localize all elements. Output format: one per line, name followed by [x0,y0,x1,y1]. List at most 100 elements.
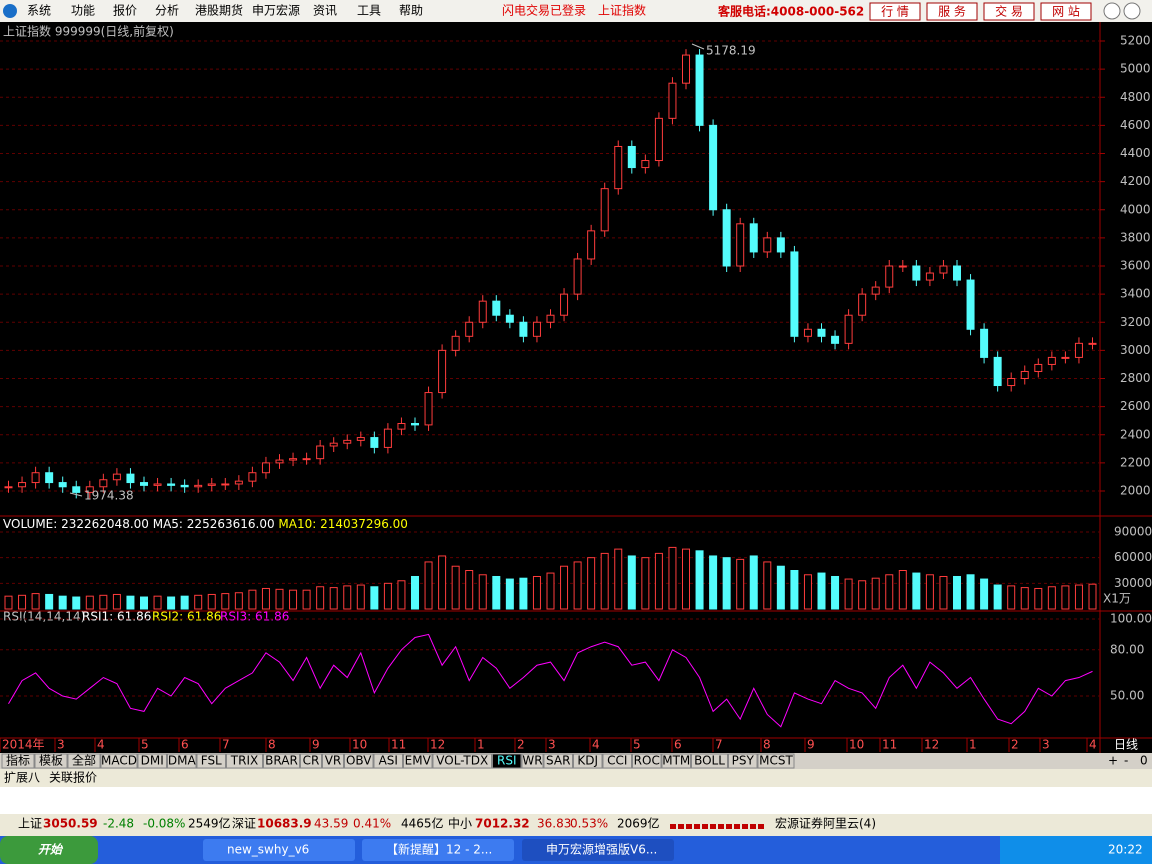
volume-bar [912,572,921,610]
tab[interactable] [67,753,101,769]
volume-bar [682,548,690,610]
volume-bar [316,586,325,610]
price-tick-label: 5200 [1120,34,1151,48]
tab-control: 0 [1140,754,1148,768]
volume-bar [1020,587,1029,610]
sub-tab: 扩展八 [4,771,40,785]
tab-label: TRIX [230,754,258,768]
price-tick-label: 2600 [1120,399,1151,413]
tab[interactable] [728,753,758,769]
menu-item: 申万宏源 [252,3,300,18]
tab[interactable] [432,753,492,769]
candle [844,314,853,344]
volume-bar [763,561,772,610]
level-indicator [750,824,756,829]
top-button[interactable] [869,2,921,21]
status-item: 10683.9 [257,817,312,831]
volume-tick-label: 60000 [1114,550,1152,564]
tab[interactable] [521,753,544,769]
volume-bar [478,574,487,610]
tab[interactable] [403,753,433,769]
tab[interactable] [196,753,226,769]
volume-bar [1034,587,1043,610]
tab-label: VOL-TDX [436,754,488,768]
status-item: 2549亿 [188,816,231,831]
header-part: MA5: [149,517,183,531]
rsi3: RSI3: 61.86 [220,610,289,624]
candle [925,272,934,281]
candle [194,484,203,488]
tab[interactable] [661,753,691,769]
top-button[interactable] [926,2,978,21]
candle [560,293,569,316]
task-window[interactable] [203,839,355,861]
volume-bar [1007,585,1016,610]
volume-bar [343,585,352,610]
top-button[interactable] [1040,2,1092,21]
tab[interactable] [34,753,68,769]
x-tick-label: 4 [1089,738,1097,752]
menu-item: 资讯 [313,4,337,18]
tab[interactable] [263,753,300,769]
task-window[interactable] [362,839,514,861]
candle [709,124,718,211]
top-button[interactable] [983,2,1035,21]
start-label: 开始 [38,843,64,857]
menu-item: 工具 [357,4,381,18]
volume-bar [709,555,718,610]
level-indicator [758,824,764,829]
tab[interactable] [137,753,167,769]
volume-bar [153,595,162,610]
candle [682,54,690,84]
volume-bar [126,595,135,610]
tab[interactable] [373,753,403,769]
candle [519,321,528,337]
clock: 20:22 [1108,843,1143,857]
level-indicator [702,824,708,829]
volume-bar [722,557,731,610]
tab[interactable] [492,753,522,769]
candle [1061,356,1070,359]
volume-bar [370,586,379,610]
rsi-tick-label: 50.00 [1110,689,1144,703]
tab-label: 模板 [39,754,63,768]
candle [573,258,582,295]
tab[interactable] [167,753,197,769]
candle [424,392,433,426]
start-button[interactable] [0,836,98,864]
tab[interactable] [100,753,138,769]
candle [722,209,731,267]
volume-bar [776,565,785,610]
tab[interactable] [543,753,573,769]
tab[interactable] [1,753,35,769]
tab[interactable] [602,753,632,769]
tab[interactable] [322,753,344,769]
broker: 宏源证券阿里云(4) [775,816,876,831]
status-bar [0,814,1152,836]
x-tick-label: 9 [807,738,815,752]
task-window[interactable] [522,839,674,861]
tab[interactable] [691,753,728,769]
candle [749,223,758,253]
tab[interactable] [632,753,662,769]
login-status: 闪电交易已登录 [502,3,586,18]
window-button[interactable] [1103,2,1121,20]
tab[interactable] [757,753,795,769]
candle [234,480,243,485]
level-indicator [734,824,740,829]
candle [763,237,772,253]
volume-bar [451,565,460,610]
window-button[interactable] [1123,2,1141,20]
x-tick-label: 1 [477,738,485,752]
volume-bar [641,557,650,610]
tab[interactable] [573,753,603,769]
top-button-label: 网 站 [1052,5,1080,19]
tab[interactable] [344,753,374,769]
tab-label: PSY [732,754,755,768]
tab[interactable] [300,753,322,769]
tab[interactable] [226,753,263,769]
volume-bar [72,596,81,610]
volume-bar [85,595,94,610]
status-item: 0.53% [570,817,608,831]
volume-bar [424,561,433,610]
